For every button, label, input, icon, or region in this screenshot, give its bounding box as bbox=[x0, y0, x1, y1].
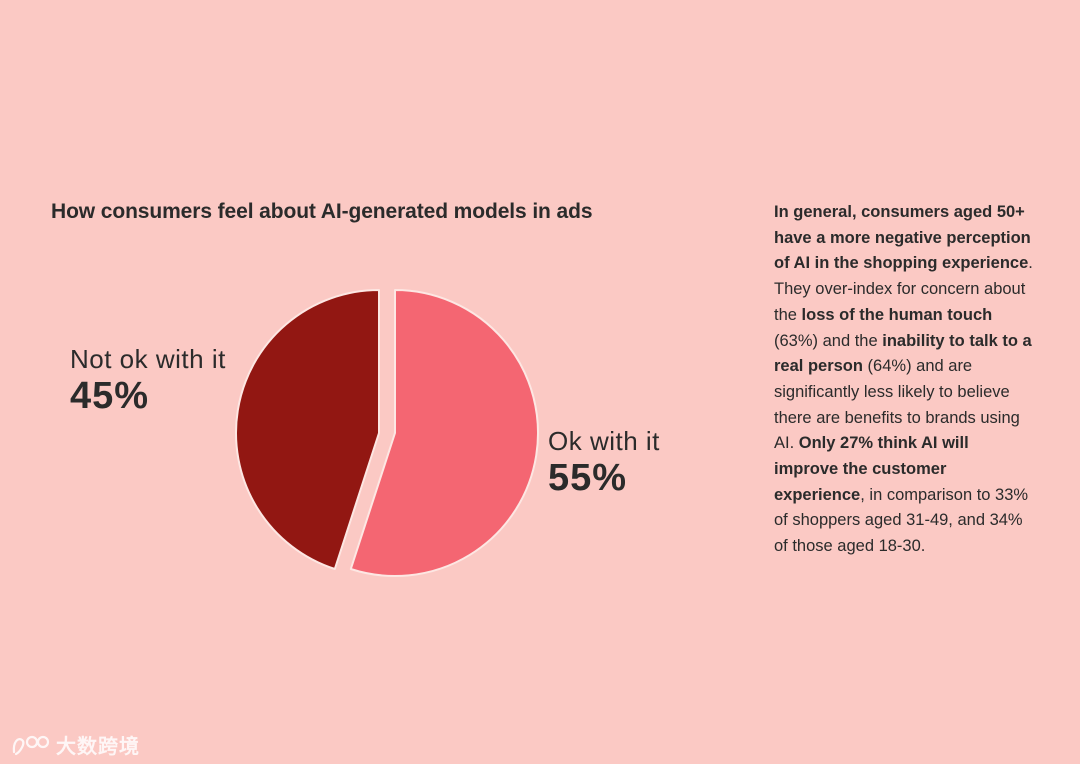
side-text-seg-7: , in comparison to 33% of shoppers aged … bbox=[774, 485, 1029, 556]
slice-name-ok: Ok with it bbox=[548, 426, 660, 456]
slice-value-ok: 55% bbox=[548, 457, 628, 499]
side-text-seg-3: (63%) and the bbox=[774, 331, 883, 350]
slice-label-ok: Ok with it 55% bbox=[548, 425, 660, 499]
brand-logo-icon bbox=[10, 732, 50, 758]
side-text-intro: In general, consumers aged 50+ have a mo… bbox=[774, 203, 1031, 273]
pie-slice-ok-with-it bbox=[349, 289, 539, 577]
side-text-seg-1: . They over-index for concern about the bbox=[774, 254, 1033, 324]
slice-label-not-ok: Not ok with it 45% bbox=[70, 343, 226, 417]
watermark: 大数跨境 bbox=[10, 730, 140, 759]
side-text-talk-person: inability to talk to a real person bbox=[774, 331, 1032, 376]
slice-value-not-ok: 45% bbox=[70, 375, 150, 417]
watermark-text: 大数跨境 bbox=[56, 736, 140, 758]
side-text-human-touch: loss of the human touch bbox=[801, 305, 993, 324]
chart-title: How consumers feel about AI-generated mo… bbox=[51, 200, 593, 223]
pie-slice-not-ok-with-it bbox=[235, 289, 380, 570]
side-text-only-27: Only 27% think AI will improve the custo… bbox=[774, 434, 969, 504]
side-text-seg-5: (64%) and are significantly less likely … bbox=[774, 357, 1020, 453]
side-description: In general, consumers aged 50+ have a mo… bbox=[774, 200, 1034, 560]
slice-name-not-ok: Not ok with it bbox=[70, 344, 226, 374]
